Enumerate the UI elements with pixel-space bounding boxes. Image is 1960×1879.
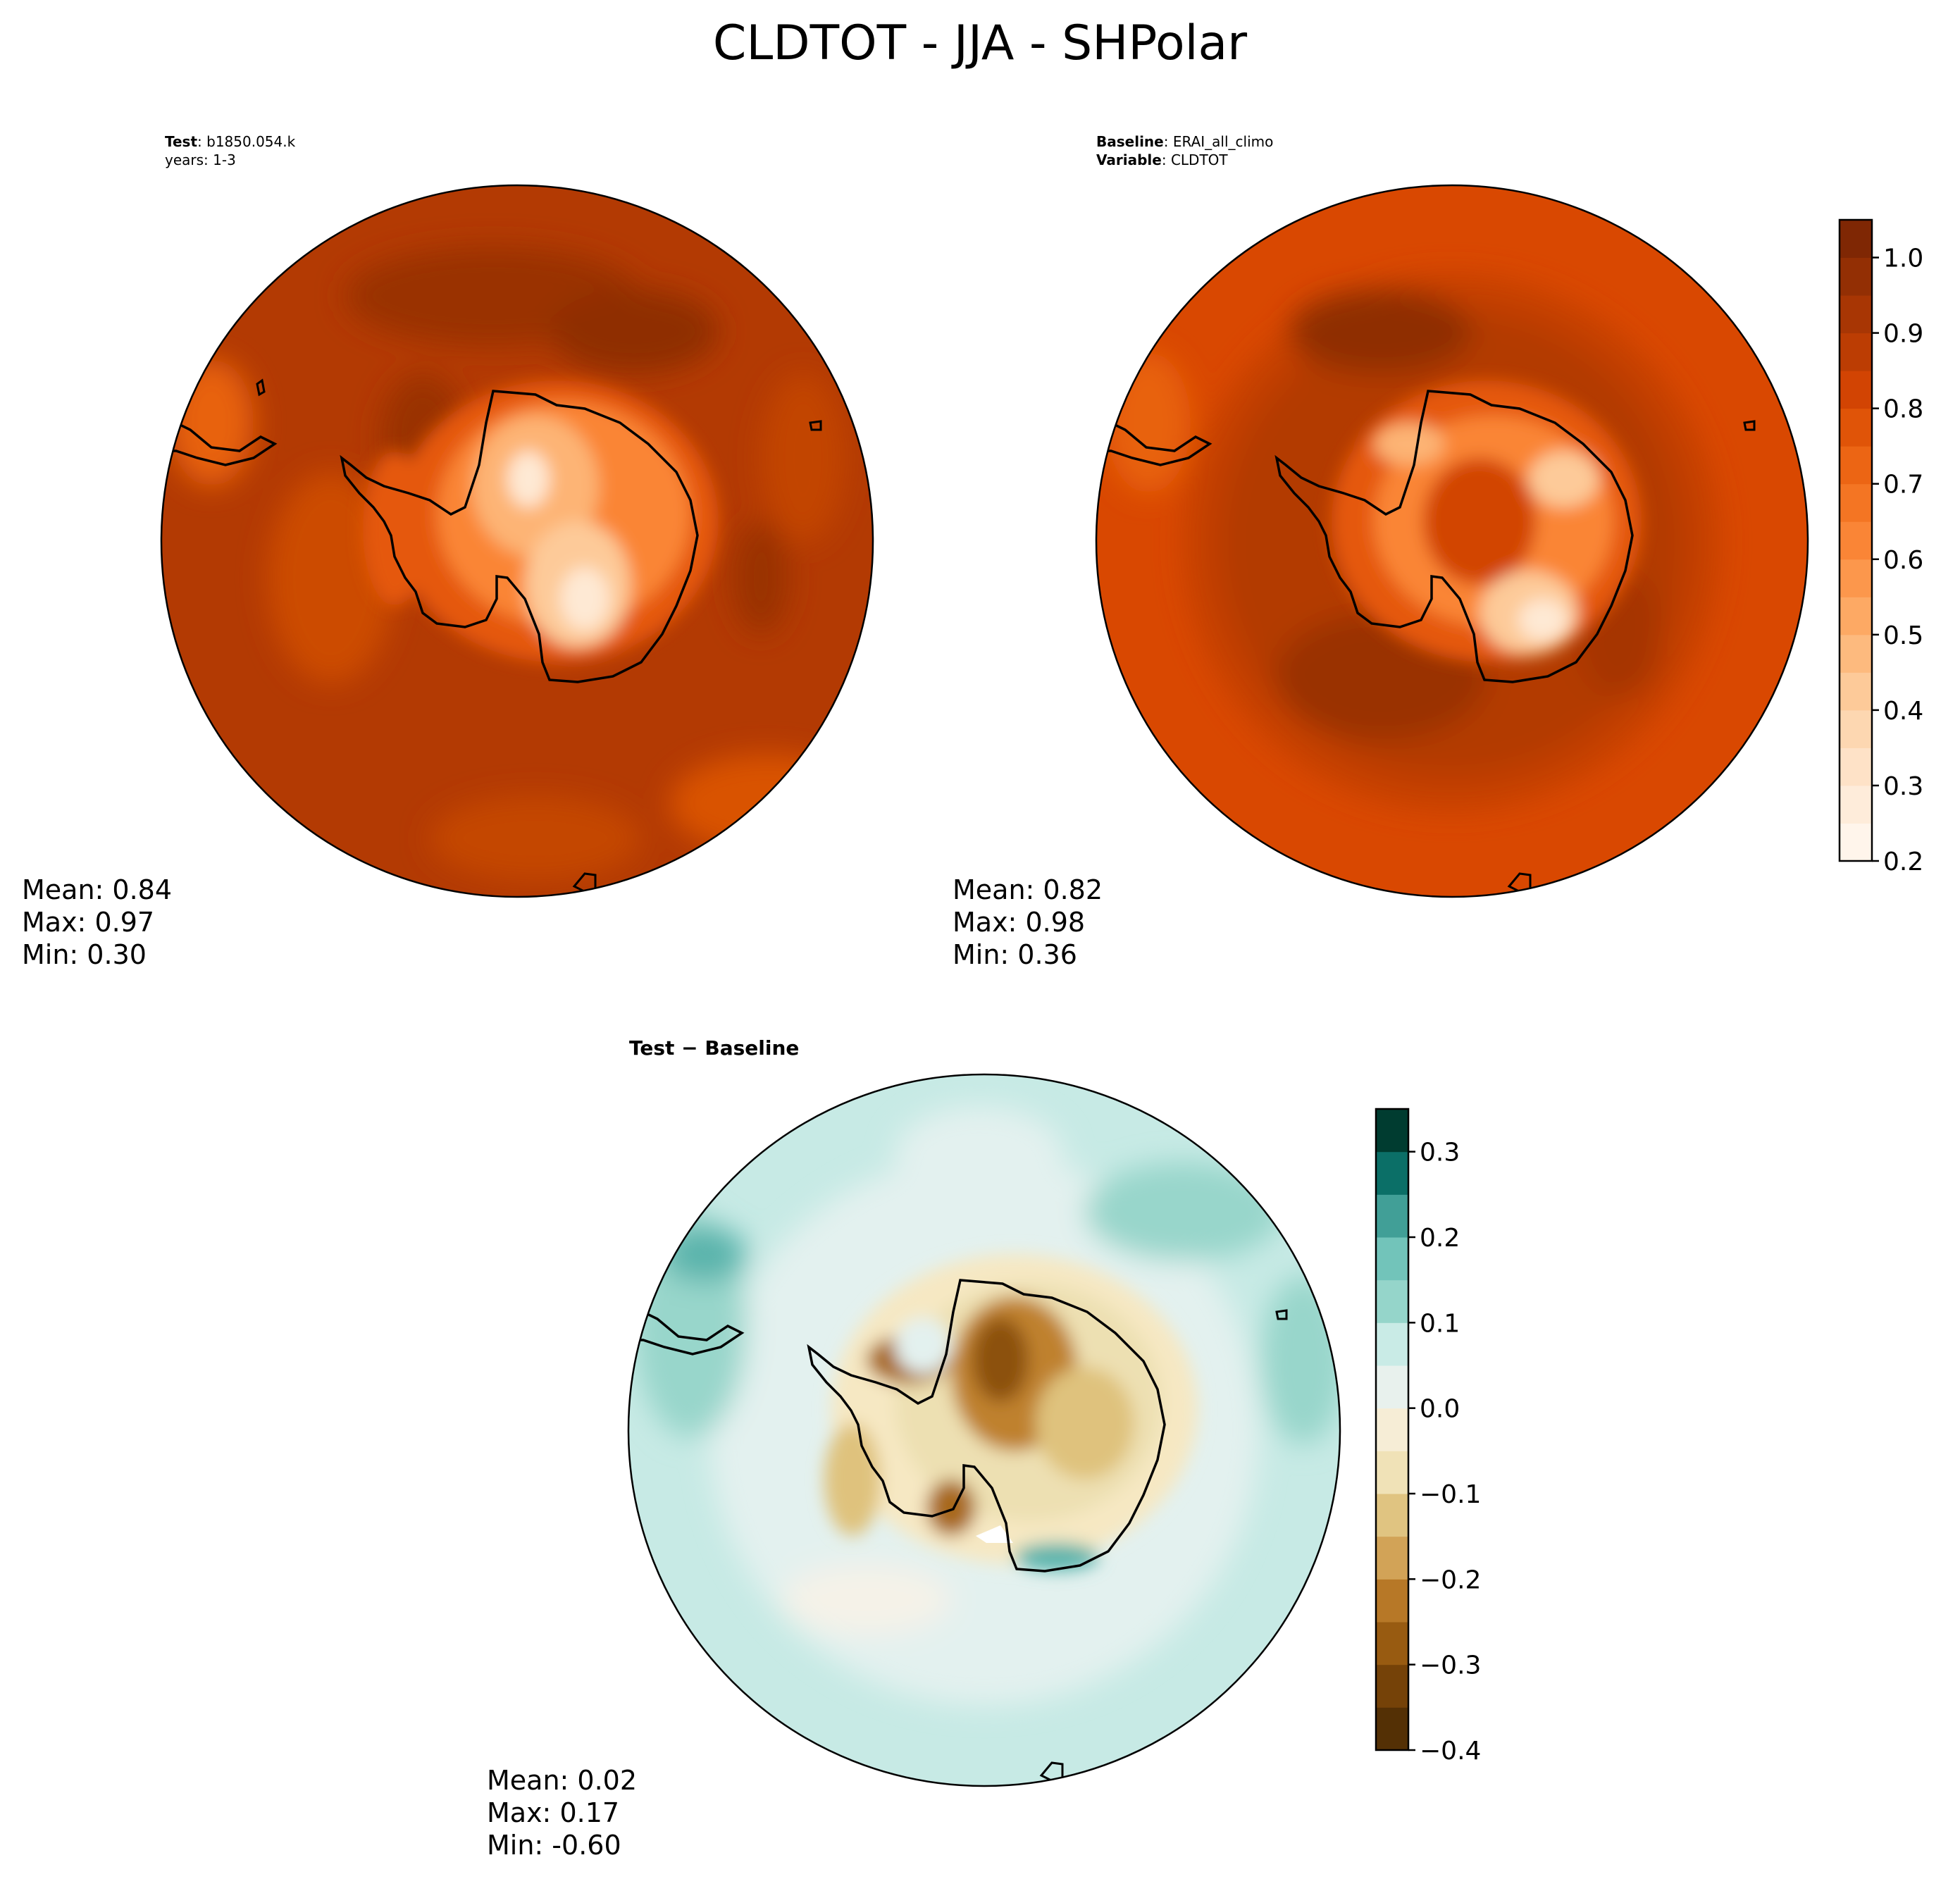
- baseline-mean: Mean: 0.82: [953, 874, 1103, 905]
- colorbar-band: [1840, 559, 1872, 597]
- colorbar-band: [1840, 823, 1872, 862]
- colorbar-band: [1376, 1279, 1408, 1323]
- colorbar-band: [1840, 709, 1872, 748]
- baseline-variable: Variable: CLDTOT: [1096, 151, 1228, 168]
- colorbar-band: [1376, 1664, 1408, 1708]
- colorbar-tick-label: 0.3: [1420, 1139, 1460, 1167]
- colorbar-band: [1376, 1365, 1408, 1409]
- difference-panel: Test − Baseline: [487, 1036, 1481, 1861]
- colorbar-frame: [1375, 1108, 1410, 1751]
- colorbar-band: [1840, 672, 1872, 711]
- colorbar-band: [1840, 634, 1872, 673]
- antarctica-coastline: [1274, 390, 1634, 683]
- colorbar-band: [1376, 1579, 1408, 1623]
- colorbar-band: [1840, 408, 1872, 447]
- colorbar-band: [1840, 521, 1872, 560]
- difference-colorbar: −0.4 −0.3 −0.2 −0.1 0.0 0.1 0.2 0.3: [1375, 1108, 1481, 1766]
- baseline-max: Max: 0.98: [953, 907, 1085, 938]
- colorbar-band: [1376, 1494, 1408, 1537]
- test-map-boundary: [160, 184, 874, 898]
- colorbar-tick-label: 0.9: [1883, 320, 1923, 349]
- test-label: Test: b1850.054.k: [165, 133, 296, 150]
- difference-map-boundary: [627, 1073, 1341, 1787]
- colorbar-tick-label: 0.1: [1420, 1309, 1460, 1338]
- colorbar-band: [1376, 1622, 1408, 1666]
- colorbar-tick-label: −0.2: [1420, 1565, 1481, 1594]
- colorbar-band: [1840, 257, 1872, 296]
- colorbar-band: [1376, 1536, 1408, 1580]
- colorbar-tick-label: 0.0: [1420, 1395, 1460, 1424]
- test-min: Min: 0.30: [22, 939, 147, 970]
- baseline-label: Baseline: ERAI_all_climo: [1096, 133, 1273, 150]
- baseline-map-boundary: [1095, 184, 1809, 898]
- colorbar-tick-label: 1.0: [1883, 244, 1923, 273]
- colorbar-frame: [1838, 218, 1873, 862]
- baseline-panel: Baseline: ERAI_all_climo Variable: CLDTO…: [953, 133, 1923, 970]
- colorbar-band: [1376, 1109, 1408, 1153]
- colorbar-band: [1376, 1408, 1408, 1451]
- test-stats: Mean: 0.84 Max: 0.97 Min: 0.30: [22, 874, 172, 970]
- colorbar-tick-label: −0.3: [1420, 1651, 1481, 1680]
- baseline-min: Min: 0.36: [953, 939, 1077, 970]
- cloud-fraction-colorbar: 0.2 0.3 0.4 0.5 0.6 0.7 0.8 0.9 1.0: [1838, 218, 1923, 876]
- figure-title: CLDTOT - JJA - SHPolar: [713, 15, 1247, 71]
- test-years: years: 1-3: [165, 151, 236, 168]
- white-gap: [976, 1525, 1013, 1543]
- colorbar-tick-label: 0.8: [1883, 395, 1923, 424]
- difference-mean: Mean: 0.02: [487, 1765, 637, 1796]
- colorbar-tick-label: 0.6: [1883, 546, 1923, 575]
- colorbar-band: [1376, 1151, 1408, 1195]
- colorbar-tick-label: 0.2: [1420, 1224, 1460, 1253]
- colorbar-tick-label: 0.5: [1883, 621, 1923, 650]
- island-outline: [1743, 420, 1756, 431]
- colorbar-tick-label: −0.1: [1420, 1480, 1481, 1509]
- colorbar-band: [1376, 1237, 1408, 1281]
- baseline-stats: Mean: 0.82 Max: 0.98 Min: 0.36: [953, 874, 1103, 970]
- island-outline: [1275, 1309, 1288, 1320]
- difference-map: [628, 1074, 1340, 1786]
- island-outline: [809, 420, 822, 431]
- difference-min: Min: -0.60: [487, 1830, 621, 1861]
- colorbar-band: [1376, 1707, 1408, 1751]
- island-outline: [256, 378, 266, 397]
- colorbar-band: [1840, 295, 1872, 334]
- colorbar-tick-label: 0.4: [1883, 697, 1923, 726]
- baseline-map: [1096, 185, 1808, 897]
- colorbar-band: [1376, 1194, 1408, 1238]
- colorbar-tick-label: −0.4: [1420, 1737, 1481, 1766]
- test-panel: Test: b1850.054.k years: 1-3: [22, 133, 874, 970]
- colorbar-tick-label: 0.2: [1883, 848, 1923, 876]
- difference-stats: Mean: 0.02 Max: 0.17 Min: -0.60: [487, 1765, 637, 1861]
- colorbar-band: [1376, 1451, 1408, 1494]
- test-map: [161, 185, 873, 897]
- test-mean: Mean: 0.84: [22, 874, 172, 905]
- difference-title: Test − Baseline: [629, 1036, 799, 1060]
- colorbar-tick-label: 0.7: [1883, 471, 1923, 500]
- colorbar-band: [1840, 597, 1872, 635]
- colorbar-band: [1840, 785, 1872, 824]
- colorbar-band: [1840, 220, 1872, 259]
- colorbar-tick-label: 0.3: [1883, 772, 1923, 801]
- antarctica-coastline: [807, 1279, 1166, 1573]
- colorbar-band: [1840, 371, 1872, 409]
- colorbar-band: [1840, 483, 1872, 522]
- antarctica-coastline: [340, 390, 699, 683]
- colorbar-band: [1376, 1322, 1408, 1366]
- colorbar-band: [1840, 333, 1872, 371]
- test-max: Max: 0.97: [22, 907, 154, 938]
- colorbar-band: [1840, 748, 1872, 786]
- difference-max: Max: 0.17: [487, 1797, 619, 1828]
- colorbar-band: [1840, 446, 1872, 485]
